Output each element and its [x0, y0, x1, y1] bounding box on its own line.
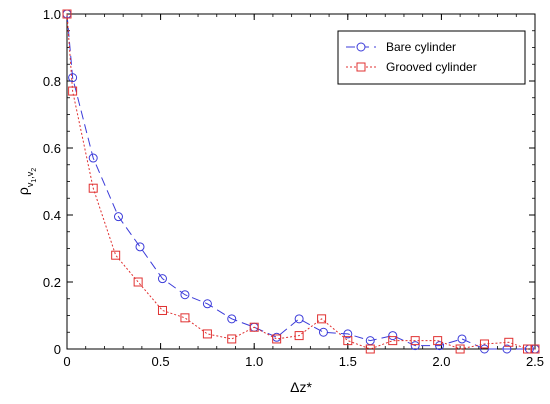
y-tick-label: 1.0 — [43, 7, 61, 22]
series-layer — [62, 9, 540, 354]
data-point-bare-cylinder — [388, 331, 398, 341]
legend-marker-grooved-cylinder — [356, 62, 366, 72]
data-point-grooved-cylinder — [62, 9, 72, 19]
series-line-grooved-cylinder — [66, 13, 535, 350]
data-point-bare-cylinder — [135, 242, 145, 252]
data-point-bare-cylinder — [180, 290, 190, 300]
data-point-grooved-cylinder — [455, 344, 465, 354]
data-point-grooved-cylinder — [227, 334, 237, 344]
y-axis-label-sub2: v — [25, 171, 35, 176]
data-point-bare-cylinder — [113, 212, 123, 222]
legend-label-grooved-cylinder: Grooved cylinder — [386, 60, 477, 74]
y-axis-label-sub1: v — [25, 182, 35, 187]
data-point-bare-cylinder — [318, 327, 328, 337]
data-point-bare-cylinder — [479, 344, 489, 354]
data-point-grooved-cylinder — [180, 313, 190, 323]
axes: 0 0.5 1.0 1.5 2.0 2.5 0 0.2 0.4 0.6 0.8 1.0 — [43, 7, 544, 369]
y-tick-label: 0.2 — [43, 275, 61, 290]
data-point-bare-cylinder — [343, 329, 353, 339]
data-point-grooved-cylinder — [157, 305, 167, 315]
data-point-grooved-cylinder — [272, 334, 282, 344]
x-tick-label: 1.0 — [245, 354, 263, 369]
x-tick-label: 0 — [63, 354, 70, 369]
data-point-grooved-cylinder — [504, 337, 514, 347]
x-tick-label: 0.5 — [152, 354, 170, 369]
data-point-bare-cylinder — [157, 274, 167, 284]
data-point-grooved-cylinder — [317, 314, 327, 324]
data-point-grooved-cylinder — [294, 331, 304, 341]
data-point-grooved-cylinder — [111, 250, 121, 260]
data-point-grooved-cylinder — [433, 336, 443, 346]
data-point-grooved-cylinder — [202, 329, 212, 339]
y-axis-label-sub1-index: 1 — [31, 179, 38, 183]
data-point-grooved-cylinder — [68, 86, 78, 96]
data-point-bare-cylinder — [68, 73, 78, 83]
y-axis-label-comma: , — [25, 176, 35, 179]
x-axis-label: Δz* — [290, 379, 312, 395]
data-point-grooved-cylinder — [249, 322, 259, 332]
data-point-bare-cylinder — [457, 334, 467, 344]
data-point-bare-cylinder — [227, 314, 237, 324]
data-point-bare-cylinder — [502, 344, 512, 354]
x-tick-label: 2.0 — [432, 354, 450, 369]
y-tick-label: 0 — [54, 342, 61, 357]
legend-box — [337, 30, 526, 85]
data-point-grooved-cylinder — [88, 183, 98, 193]
data-point-grooved-cylinder — [479, 339, 489, 349]
data-point-grooved-cylinder — [523, 344, 533, 354]
x-tick-label: 1.5 — [339, 354, 357, 369]
y-tick-label: 0.8 — [43, 74, 61, 89]
data-point-bare-cylinder — [294, 314, 304, 324]
data-point-bare-cylinder — [88, 153, 98, 163]
legend-marker-bare-cylinder — [356, 42, 366, 52]
data-point-grooved-cylinder — [530, 344, 540, 354]
y-axis-label-main: ρ — [15, 187, 31, 195]
data-point-bare-cylinder — [435, 341, 445, 351]
y-tick-label: 0.6 — [43, 141, 61, 156]
legend: Bare cylinder Grooved cylinder — [337, 30, 526, 85]
x-tick-label: 2.5 — [526, 354, 544, 369]
data-point-grooved-cylinder — [343, 336, 353, 346]
data-point-bare-cylinder — [410, 341, 420, 351]
data-point-bare-cylinder — [202, 299, 212, 309]
y-axis-label: ρv1,v2 — [15, 168, 38, 195]
data-point-grooved-cylinder — [388, 336, 398, 346]
data-point-grooved-cylinder — [365, 344, 375, 354]
y-axis-label-sub2-index: 2 — [31, 168, 38, 172]
legend-label-bare-cylinder: Bare cylinder — [386, 40, 456, 54]
series-line-bare-cylinder — [66, 13, 535, 350]
data-point-grooved-cylinder — [133, 277, 143, 287]
data-point-grooved-cylinder — [410, 336, 420, 346]
y-tick-label: 0.4 — [43, 208, 61, 223]
